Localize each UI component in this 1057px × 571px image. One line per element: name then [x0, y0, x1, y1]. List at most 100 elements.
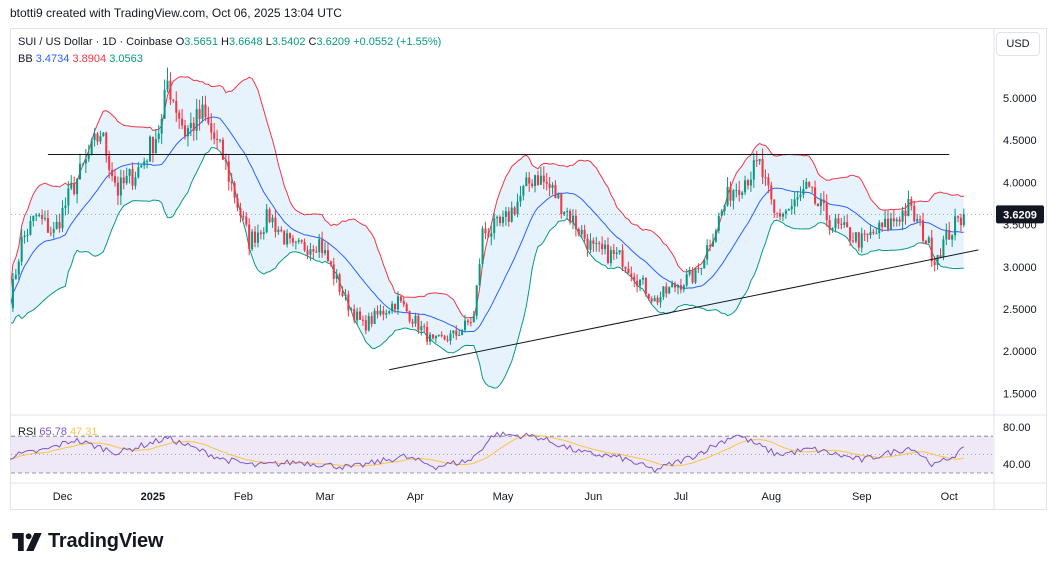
candle — [767, 173, 770, 194]
candle — [895, 217, 898, 227]
candle-body — [554, 184, 557, 199]
candle-body — [417, 315, 420, 331]
candle — [379, 304, 382, 317]
chart-frame[interactable] — [10, 28, 1047, 510]
candle-body — [373, 310, 376, 324]
candle — [434, 335, 437, 343]
candle — [907, 190, 910, 217]
candle-body — [183, 125, 187, 137]
candle — [423, 323, 426, 332]
candle — [23, 230, 26, 244]
candle — [137, 161, 140, 179]
candle-body — [513, 207, 516, 215]
candle — [359, 307, 362, 321]
candle — [604, 240, 607, 255]
rsi-legend: RSI 65.78 47.31 — [18, 426, 98, 438]
candle — [583, 224, 586, 243]
candle-body — [884, 218, 887, 228]
candle-body — [218, 139, 222, 141]
candle — [729, 181, 732, 207]
candle-body — [356, 311, 359, 321]
candle-body — [668, 287, 671, 294]
candle-body — [951, 235, 954, 240]
candle-body — [493, 218, 496, 234]
candle — [169, 72, 172, 106]
bb-label[interactable]: BB — [18, 53, 33, 65]
candle-body — [627, 268, 630, 274]
candle — [542, 166, 545, 190]
bb-lower-line — [11, 147, 964, 389]
candle-body — [898, 219, 901, 222]
candle — [210, 113, 213, 141]
candle-body — [414, 315, 417, 324]
candle — [554, 180, 557, 199]
candle-body — [490, 233, 493, 237]
candle-body — [446, 339, 449, 341]
candle-body — [35, 215, 38, 217]
candle — [76, 177, 79, 204]
candle — [799, 186, 802, 202]
candle — [189, 112, 192, 137]
time-tick-label: Mar — [316, 491, 335, 503]
candle — [499, 215, 502, 227]
candle-body — [720, 210, 723, 216]
candle-body — [814, 187, 817, 204]
open-label: O — [175, 36, 185, 48]
candle — [569, 208, 572, 225]
candle-body — [341, 291, 344, 296]
symbol-name[interactable]: SUI / US Dollar · 1D · Coinbase — [18, 36, 173, 48]
candle — [884, 210, 887, 228]
candle-body — [163, 89, 166, 119]
candle-body — [886, 218, 890, 230]
candle — [402, 297, 405, 308]
high-value: 3.6648 — [228, 36, 263, 48]
rsi-label[interactable]: RSI — [18, 426, 37, 438]
candle-body — [962, 214, 965, 226]
candle-body — [186, 128, 189, 137]
candle-body — [376, 310, 379, 315]
bb-upper-value: 3.8904 — [72, 53, 107, 65]
candle-body — [501, 216, 504, 224]
candle-body — [936, 255, 939, 266]
candle-body — [536, 175, 539, 185]
support-trendline — [389, 249, 979, 371]
candle — [230, 173, 233, 192]
candle — [458, 329, 461, 337]
candle-body — [790, 206, 793, 210]
candle-body — [589, 240, 592, 250]
candle — [67, 181, 70, 215]
candle — [90, 137, 93, 156]
candle — [913, 200, 916, 223]
candle — [300, 239, 303, 244]
tradingview-logo[interactable]: TradingView — [12, 530, 163, 553]
candle — [688, 266, 691, 277]
rsi-tick-label: 80.00 — [1003, 422, 1031, 434]
currency-button[interactable]: USD — [996, 32, 1040, 56]
candle-body — [636, 280, 639, 286]
candle — [528, 171, 531, 192]
candle — [662, 286, 665, 300]
candle — [779, 208, 782, 221]
candle-body — [741, 192, 744, 195]
candle — [472, 310, 475, 323]
candle-body — [577, 228, 580, 235]
candle — [183, 119, 187, 140]
candle-body — [534, 175, 537, 187]
candle — [487, 227, 490, 239]
candle — [496, 215, 499, 227]
candle-body — [178, 112, 181, 119]
candle — [580, 225, 583, 238]
candle — [245, 212, 248, 227]
rsi-ma-value: 47.31 — [70, 426, 98, 438]
candle-body — [464, 320, 467, 330]
candle — [306, 245, 309, 260]
candle-body — [73, 183, 76, 195]
candle — [394, 303, 397, 314]
candle — [251, 228, 254, 252]
candle — [927, 235, 930, 244]
candle-body — [507, 211, 510, 222]
candle-body — [49, 232, 52, 234]
candle-body — [262, 232, 265, 235]
candle-body — [703, 259, 706, 269]
